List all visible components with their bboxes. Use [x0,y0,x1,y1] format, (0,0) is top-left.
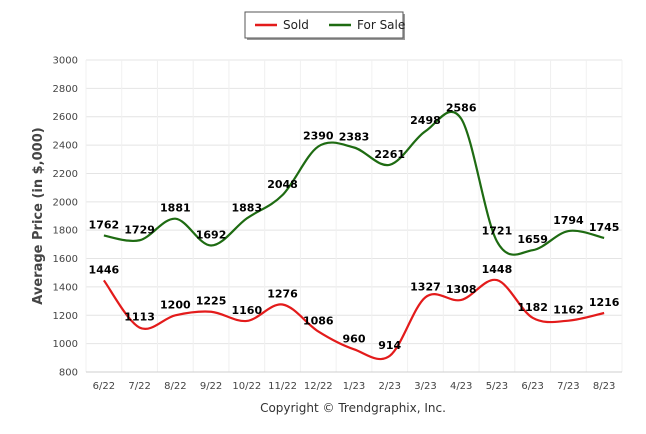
copyright-text: Copyright © Trendgraphix, Inc. [260,401,446,415]
y-tick-label: 2400 [53,141,78,152]
y-tick-label: 2000 [53,197,78,208]
data-label: 1276 [267,287,298,300]
data-labels: 1446 1113 1200 1225 1160 1276 1086 960 914 1327 13… [89,102,620,352]
y-tick-label: 1000 [53,339,78,350]
y-tick-label: 1400 [53,282,78,293]
data-label: 1200 [160,298,191,311]
y-tick-label: 3000 [53,56,78,67]
legend-label: Sold [283,18,309,32]
data-label: 2261 [374,148,405,161]
y-axis-ticks: 800 1000 1200 1400 1600 1800 2000 2200 2400 2600 2… [53,56,78,379]
x-tick-label: 4/23 [450,381,472,392]
data-label: 1327 [410,280,441,293]
y-tick-label: 800 [59,368,78,379]
y-tick-label: 1200 [53,311,78,322]
x-tick-label: 6/22 [93,381,115,392]
x-tick-label: 5/23 [486,381,508,392]
x-axis-ticks: 6/22 7/22 8/22 9/22 10/22 11/22 12/22 1/23 2/23 3… [93,381,616,392]
y-tick-label: 2600 [53,112,78,123]
data-label: 1182 [517,301,548,314]
grid-lines [85,59,623,373]
x-tick-label: 1/23 [343,381,365,392]
data-label: 1721 [482,224,513,237]
y-tick-label: 1600 [53,254,78,265]
data-label: 1160 [231,304,262,317]
legend: Sold For Sale [244,11,405,40]
x-tick-label: 8/22 [164,381,186,392]
data-label: 1086 [303,314,334,327]
data-label: 1659 [517,233,548,246]
series-line-sold [102,278,605,361]
data-label: 914 [378,339,401,352]
data-label: 2048 [267,178,298,191]
data-label: 1745 [589,221,620,234]
data-label: 1881 [160,202,191,215]
x-tick-label: 3/23 [414,381,436,392]
data-label: 1794 [553,214,584,227]
data-label: 1762 [89,219,120,232]
data-label: 2383 [339,131,370,144]
x-tick-label: 9/22 [200,381,222,392]
data-label: 2390 [303,130,334,143]
x-tick-label: 6/23 [521,381,543,392]
x-tick-label: 10/22 [232,381,261,392]
x-tick-label: 12/22 [304,381,333,392]
x-tick-label: 7/22 [128,381,150,392]
data-label: 1225 [196,295,227,308]
data-label: 1308 [446,283,477,296]
y-tick-label: 1800 [53,226,78,237]
data-label: 1162 [553,304,584,317]
x-tick-label: 7/23 [557,381,579,392]
series-lines [102,110,605,361]
data-label: 1692 [196,228,227,241]
data-label: 1446 [89,263,120,276]
data-label: 2586 [446,102,477,115]
y-axis-label: Average Price (in $,000) [31,127,46,304]
y-tick-label: 2800 [53,84,78,95]
series-line-for-sale [103,110,605,256]
x-tick-label: 8/23 [593,381,615,392]
y-tick-label: 2200 [53,169,78,180]
data-label: 1883 [231,201,262,214]
data-label: 1216 [589,296,620,309]
x-tick-label: 11/22 [268,381,297,392]
data-label: 960 [343,332,366,345]
data-label: 2498 [410,114,441,127]
data-label: 1448 [482,263,513,276]
data-label: 1729 [124,223,155,236]
data-label: 1113 [124,311,155,324]
legend-label: For Sale [357,18,405,32]
x-tick-label: 2/23 [378,381,400,392]
